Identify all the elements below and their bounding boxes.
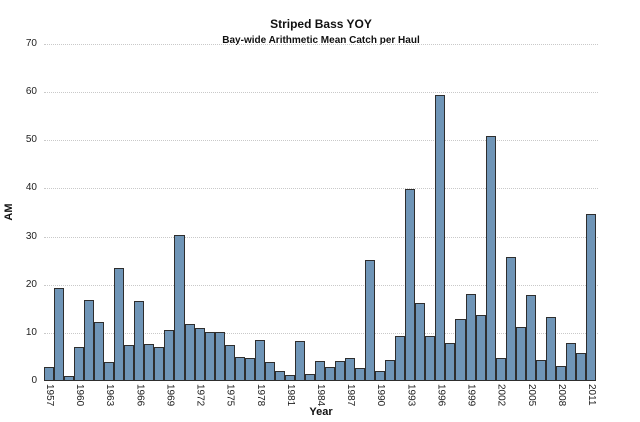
- gridline-50: [44, 140, 598, 142]
- bar-1976: [234, 357, 245, 381]
- bar-1993: [405, 189, 416, 381]
- xtick-label-1993: 1993: [405, 384, 417, 407]
- xtick-label-1996: 1996: [435, 384, 447, 407]
- bar-1984: [314, 360, 325, 381]
- xtick-label-2002: 2002: [495, 384, 507, 407]
- bar-1987: [345, 357, 356, 381]
- bar-1973: [204, 332, 215, 381]
- bar-1983: [304, 374, 315, 381]
- bar-1998: [455, 319, 466, 381]
- gridline-60: [44, 92, 598, 94]
- xtick-label-1957: 1957: [44, 384, 56, 407]
- xtick-label-1972: 1972: [194, 384, 206, 407]
- bar-1994: [415, 303, 426, 381]
- gridline-10: [44, 332, 598, 334]
- ytick-label-40: 40: [25, 182, 37, 194]
- gridline-70: [44, 44, 598, 45]
- xtick-label-1984: 1984: [315, 384, 326, 407]
- xtick-label-1999: 1999: [465, 384, 477, 407]
- bar-1958: [54, 287, 65, 381]
- bar-1965: [124, 345, 135, 381]
- bar-1991: [385, 359, 396, 381]
- bar-1962: [94, 321, 105, 381]
- xtick-label-2008: 2008: [555, 384, 567, 407]
- bar-2008: [555, 365, 566, 381]
- bar-1963: [104, 361, 115, 381]
- bar-2003: [505, 256, 516, 381]
- bar-1964: [114, 267, 125, 381]
- bar-1961: [84, 299, 95, 381]
- ytick-label-20: 20: [25, 278, 37, 290]
- y-axis-label: AM: [3, 203, 15, 221]
- bar-2006: [535, 360, 546, 381]
- xtick-label-1978: 1978: [254, 384, 266, 407]
- bar-2004: [515, 326, 526, 381]
- bar-1986: [335, 361, 346, 381]
- bar-1992: [395, 336, 406, 381]
- bar-1970: [174, 234, 185, 381]
- bar-1969: [164, 330, 175, 381]
- xtick-label-1990: 1990: [375, 384, 387, 407]
- xtick-label-2005: 2005: [525, 384, 537, 407]
- gridline-30: [44, 236, 598, 238]
- bar-1995: [425, 336, 436, 381]
- bar-1980: [274, 371, 285, 381]
- plot-area: [44, 44, 596, 381]
- bar-1988: [355, 368, 366, 381]
- bar-2007: [545, 316, 556, 381]
- bar-2000: [475, 314, 486, 381]
- ytick-label-10: 10: [25, 326, 37, 338]
- bar-2001: [485, 136, 496, 381]
- bar-2005: [525, 295, 536, 381]
- chart-subtitle: Bay-wide Arithmetic Mean Catch per Haul: [222, 35, 420, 46]
- bar-1974: [214, 332, 225, 381]
- chart-title: Striped Bass YOY: [270, 17, 372, 31]
- bar-2002: [495, 358, 506, 381]
- bar-1966: [134, 300, 145, 381]
- bar-1959: [64, 376, 75, 381]
- gridline-20: [44, 284, 598, 286]
- x-axis-label: Year: [309, 406, 333, 418]
- ytick-label-60: 60: [25, 86, 37, 98]
- bar-1972: [194, 327, 205, 381]
- bar-1982: [294, 340, 305, 381]
- bar-2009: [565, 342, 576, 381]
- bar-2010: [575, 352, 586, 381]
- bar-1989: [365, 259, 376, 381]
- bar-1996: [435, 95, 446, 381]
- bar-1968: [154, 346, 165, 381]
- bar-1999: [465, 294, 476, 381]
- bar-1971: [184, 324, 195, 381]
- xtick-label-1960: 1960: [74, 384, 86, 407]
- ytick-label-0: 0: [31, 375, 37, 386]
- bar-1967: [144, 344, 155, 381]
- bar-1975: [224, 344, 235, 381]
- xtick-label-1969: 1969: [164, 384, 176, 407]
- xtick-label-1966: 1966: [134, 384, 146, 407]
- xtick-label-1987: 1987: [345, 384, 357, 407]
- xtick-label-2011: 2011: [585, 384, 597, 406]
- bar-1977: [244, 357, 255, 381]
- xtick-label-1981: 1981: [284, 384, 296, 407]
- ytick-label-30: 30: [25, 230, 37, 242]
- bar-1979: [264, 361, 275, 381]
- bar-1981: [284, 375, 295, 381]
- bar-1990: [375, 370, 386, 381]
- xtick-label-1975: 1975: [224, 384, 236, 407]
- bar-1957: [44, 367, 55, 381]
- bar-1978: [254, 340, 265, 381]
- gridline-40: [44, 188, 598, 190]
- ytick-label-70: 70: [25, 38, 37, 49]
- bar-1960: [74, 347, 85, 381]
- xtick-label-1963: 1963: [104, 384, 116, 407]
- ytick-label-50: 50: [25, 134, 37, 146]
- bar-1985: [325, 367, 336, 381]
- bar-2011: [585, 214, 596, 381]
- bar-1997: [445, 342, 456, 381]
